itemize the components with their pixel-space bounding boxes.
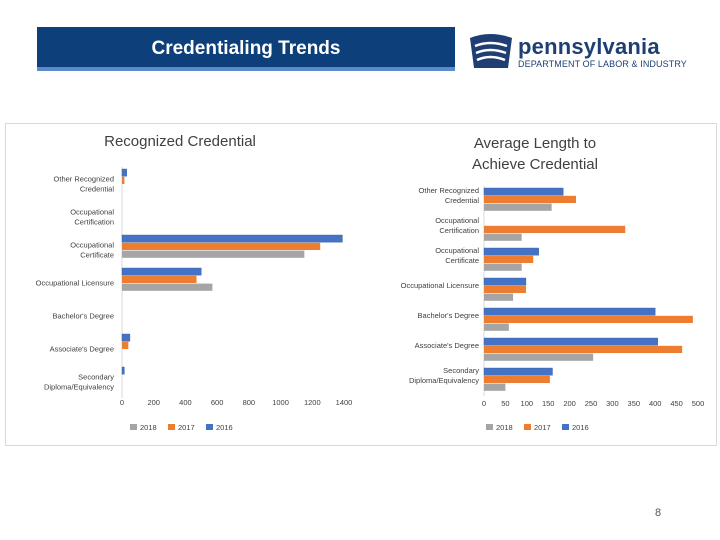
x-tick-label: 100 (521, 399, 534, 408)
bar-2016 (483, 337, 658, 346)
bar-2017 (122, 242, 321, 250)
y-tick-label: Associate's Degree (50, 345, 114, 354)
bar-2017 (484, 345, 683, 353)
bar-2017 (484, 285, 526, 293)
y-tick-label: Occupational Certification (70, 208, 114, 227)
bar-2016 (121, 333, 131, 342)
bar-2017 (484, 225, 626, 233)
page-number: 8 (654, 507, 662, 519)
bar-2017 (484, 375, 550, 383)
x-tick-label: 200 (147, 398, 160, 407)
legend-swatch-2016 (206, 424, 213, 430)
x-tick-label: 500 (692, 399, 705, 408)
x-tick-label: 350 (628, 399, 641, 408)
legend-label-2018: 2018 (496, 423, 513, 432)
bar-2018 (122, 283, 213, 291)
bar-2018 (484, 383, 506, 391)
legend-label-2016: 2016 (216, 423, 233, 432)
bar-2018 (484, 233, 522, 241)
pennsylvania-keystone-logo-icon (470, 34, 512, 68)
y-tick-label: Secondary Diploma/Equivalency (409, 366, 479, 385)
bar-2017 (122, 176, 125, 184)
bar-2017 (484, 315, 693, 323)
x-tick-label: 800 (243, 398, 256, 407)
legend-swatch-2018 (130, 424, 137, 430)
legend-swatch-2017 (524, 424, 531, 430)
bar-2016 (121, 234, 343, 243)
x-tick-label: 400 (649, 399, 662, 408)
bar-2018 (122, 250, 305, 258)
legend-swatch-2016 (562, 424, 569, 430)
bar-2017 (484, 195, 577, 203)
y-tick-label: Other Recognized Credential (54, 175, 115, 194)
x-tick-label: 200 (563, 399, 576, 408)
bar-2018 (484, 353, 594, 361)
bar-2017 (484, 255, 534, 263)
x-tick-label: 1000 (272, 398, 289, 407)
y-tick-label: Bachelor's Degree (53, 312, 114, 321)
title-bar (37, 27, 455, 67)
x-tick-label: 1400 (336, 398, 353, 407)
bar-2016 (121, 366, 125, 375)
bar-2016 (483, 277, 527, 286)
logo-subtitle: DEPARTMENT OF LABOR & INDUSTRY (518, 59, 687, 69)
x-tick-label: 0 (482, 399, 486, 408)
chart-title-average-length: Average Length to Achieve Credential (472, 135, 598, 173)
x-tick-label: 450 (670, 399, 683, 408)
bar-2018 (484, 203, 552, 211)
bar-2016 (121, 168, 127, 177)
bar-2017 (122, 275, 197, 283)
bar-2017 (122, 341, 129, 349)
y-tick-label: Occupational Licensure (401, 281, 479, 290)
x-tick-label: 150 (542, 399, 555, 408)
bar-2018 (484, 323, 509, 331)
x-tick-label: 250 (585, 399, 598, 408)
bar-2016 (483, 247, 539, 256)
legend-label-2018: 2018 (140, 423, 157, 432)
bar-2016 (121, 267, 202, 276)
bar-2018 (484, 293, 514, 301)
y-tick-label: Occupational Licensure (36, 279, 114, 288)
slide-title: Credentialing Trends (151, 38, 341, 59)
y-tick-label: Occupational Certificate (70, 241, 114, 260)
legend-label-2017: 2017 (534, 423, 551, 432)
y-tick-label: Occupational Certification (435, 216, 479, 235)
legend-label-2016: 2016 (572, 423, 589, 432)
y-tick-label: Other Recognized Credential (419, 186, 480, 205)
x-tick-label: 400 (179, 398, 192, 407)
y-tick-label: Occupational Certificate (435, 246, 479, 265)
x-tick-label: 0 (120, 398, 124, 407)
bar-2016 (483, 307, 656, 316)
title-accent-line (37, 67, 455, 71)
y-tick-label: Bachelor's Degree (418, 311, 479, 320)
x-tick-label: 300 (606, 399, 619, 408)
x-tick-label: 1200 (304, 398, 321, 407)
bar-2016 (483, 187, 564, 196)
logo-wordmark: pennsylvania (518, 34, 660, 59)
chart-title-recognized-credential: Recognized Credential (104, 133, 256, 150)
legend-swatch-2017 (168, 424, 175, 430)
x-tick-label: 50 (501, 399, 509, 408)
bar-2016 (483, 367, 553, 376)
legend-swatch-2018 (486, 424, 493, 430)
y-tick-label: Associate's Degree (415, 341, 479, 350)
x-tick-label: 600 (211, 398, 224, 407)
bar-2018 (484, 263, 522, 271)
legend-label-2017: 2017 (178, 423, 195, 432)
y-tick-label: Secondary Diploma/Equivalency (44, 373, 114, 392)
